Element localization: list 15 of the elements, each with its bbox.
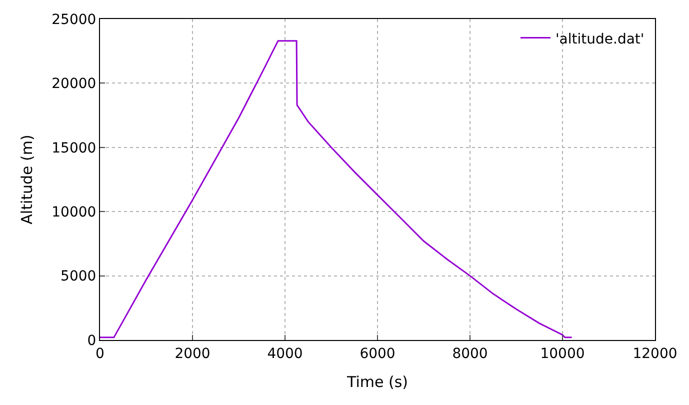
y-tick-label: 15000 <box>52 140 96 156</box>
x-axis-title: Time (s) <box>346 372 408 391</box>
y-tick-label: 5000 <box>60 268 96 285</box>
y-axis-title: Altitude (m) <box>18 134 36 224</box>
x-tick-label: 4000 <box>267 346 303 362</box>
x-tick-label: 6000 <box>360 346 396 362</box>
y-tick-label: 25000 <box>52 12 96 28</box>
x-tick-label: 8000 <box>452 346 488 362</box>
legend-label: 'altitude.dat' <box>555 31 644 48</box>
y-tick-label: 10000 <box>52 204 96 220</box>
y-tick-label: 20000 <box>52 76 96 92</box>
x-tick-label: 10000 <box>540 346 585 362</box>
x-tick-label: 12000 <box>632 346 678 362</box>
y-tick-label: 0 <box>87 332 96 349</box>
x-tick-label: 2000 <box>174 346 210 362</box>
